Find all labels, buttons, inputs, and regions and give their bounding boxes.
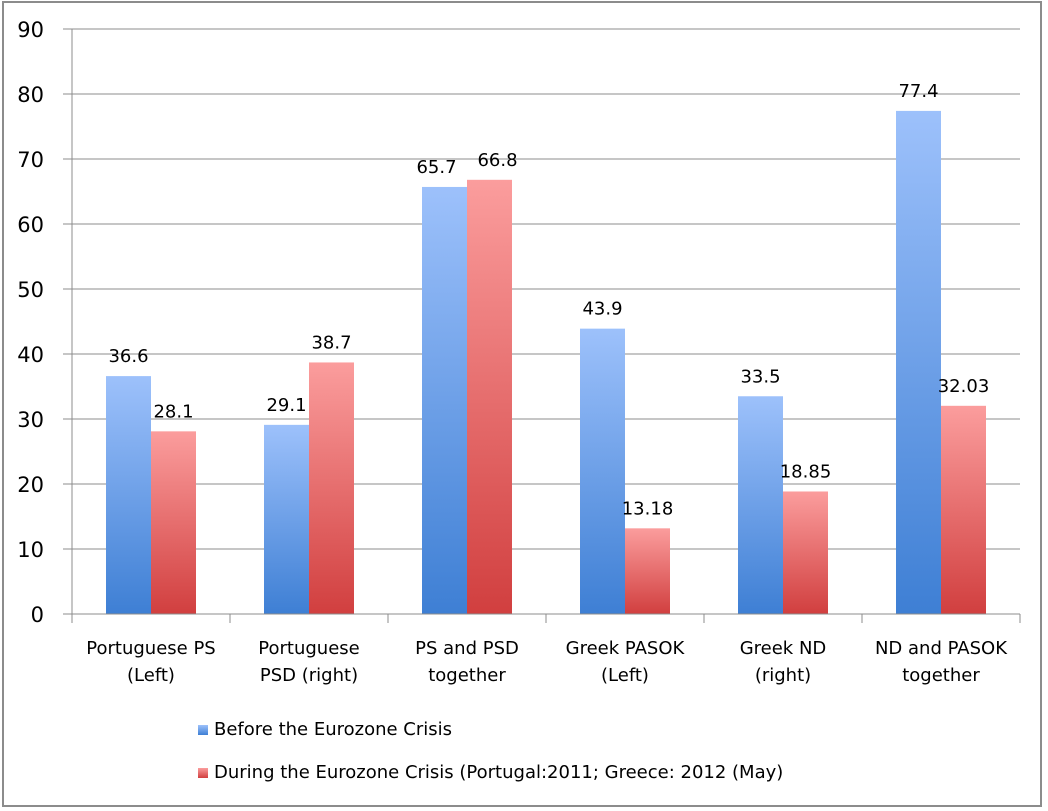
y-tick-label: 0 <box>31 603 44 627</box>
x-category-label: Portuguese PS <box>86 638 215 659</box>
data-label: 43.9 <box>582 299 622 320</box>
bars <box>106 110 986 615</box>
x-category-label: together <box>428 665 506 686</box>
data-label: 32.03 <box>938 376 990 397</box>
gridlines <box>72 28 1020 550</box>
bar-during <box>467 179 512 615</box>
x-category-label: together <box>902 665 980 686</box>
y-tick-label: 60 <box>17 213 44 237</box>
bar-during <box>151 431 196 614</box>
x-category-label: Greek ND <box>740 638 827 659</box>
y-tick-label: 80 <box>17 83 44 107</box>
data-label: 13.18 <box>622 498 674 519</box>
bar-before <box>738 396 783 614</box>
x-category-label: (Left) <box>601 665 649 686</box>
y-tick-label: 50 <box>17 278 44 302</box>
x-category-label: PS and PSD <box>415 638 519 659</box>
legend-label-during: During the Eurozone Crisis (Portugal:201… <box>214 762 784 783</box>
data-label: 28.1 <box>153 401 193 422</box>
bar-before <box>896 110 941 615</box>
legend-swatch-during <box>198 767 208 778</box>
data-label: 33.5 <box>740 366 780 387</box>
bar-during <box>941 405 986 614</box>
bar-during <box>625 528 670 614</box>
x-category-label: (Left) <box>127 665 175 686</box>
labels: 36.6 28.1 Portuguese PS (Left) 29.1 38.7 Portu… <box>86 81 1008 686</box>
x-category-label: PSD (right) <box>260 665 358 686</box>
y-tick-label: 90 <box>17 18 44 42</box>
axes: 0 10 20 30 40 50 60 70 80 90 <box>17 18 1021 627</box>
x-category-label: (right) <box>755 665 811 686</box>
bar-before <box>264 424 309 614</box>
bar-during <box>309 362 354 614</box>
data-label: 66.8 <box>477 150 517 171</box>
data-label: 29.1 <box>266 395 306 416</box>
data-label: 36.6 <box>108 346 148 367</box>
data-label: 65.7 <box>416 157 456 178</box>
bar-during <box>783 491 828 614</box>
legend-swatch-before <box>198 724 208 735</box>
y-tick-label: 10 <box>17 538 44 562</box>
y-tick-label: 20 <box>17 473 44 497</box>
bar-before <box>106 376 151 614</box>
y-tick-label: 30 <box>17 408 44 432</box>
data-label: 18.85 <box>780 461 832 482</box>
data-label: 38.7 <box>311 332 351 353</box>
legend-label-before: Before the Eurozone Crisis <box>214 719 453 740</box>
x-category-label: Portuguese <box>258 638 359 659</box>
bar-before <box>422 186 467 614</box>
legend-item-before: Before the Eurozone Crisis <box>198 719 452 740</box>
y-tick-label: 40 <box>17 343 44 367</box>
data-label: 77.4 <box>898 81 938 102</box>
y-tick-label: 70 <box>17 148 44 172</box>
legend-item-during: During the Eurozone Crisis (Portugal:201… <box>198 762 783 783</box>
bar-before <box>580 328 625 614</box>
x-category-label: ND and PASOK <box>875 638 1008 659</box>
x-category-label: Greek PASOK <box>566 638 686 659</box>
